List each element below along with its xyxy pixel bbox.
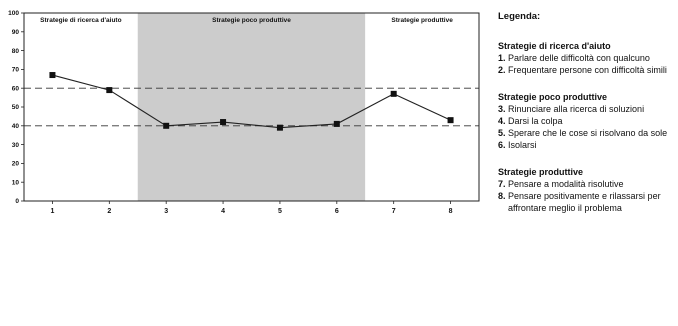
y-tick-label: 20	[12, 161, 20, 168]
series-line	[52, 74, 451, 129]
x-tick-label: 5	[278, 208, 282, 215]
legend-item-number: 5.	[498, 128, 506, 138]
data-point	[106, 87, 113, 94]
legend-group-help: Strategie di ricerca d'aiuto 1. Parlare …	[498, 40, 678, 76]
legend-item-number: 4.	[498, 116, 506, 126]
y-tick-label: 30	[12, 142, 20, 149]
y-tick-label: 10	[12, 179, 20, 186]
x-tick-label: 1	[50, 208, 54, 215]
legend-item: 3. Rinunciare alla ricerca di soluzioni	[498, 103, 678, 115]
legend-item-text: Pensare a modalità risolutive	[508, 179, 624, 189]
legend-item-text: Darsi la colpa	[508, 116, 563, 126]
legend: Legenda: Strategie di ricerca d'aiuto 1.…	[498, 0, 678, 214]
legend-group-unproductive: Strategie poco produttive 3. Rinunciare …	[498, 91, 678, 151]
legend-item-text: Parlare delle difficoltà con qualcuno	[508, 53, 650, 63]
data-point	[333, 120, 340, 127]
data-point	[49, 72, 56, 79]
legend-item: 2. Frequentare persone con difficoltà si…	[498, 64, 678, 76]
region-band	[24, 13, 138, 201]
legend-group-productive: Strategie produttive 7. Pensare a modali…	[498, 166, 678, 214]
y-tick-label: 100	[8, 10, 19, 17]
data-point	[220, 119, 227, 126]
legend-item-text: Pensare positivamente e rilassarsi per a…	[508, 191, 661, 213]
legend-item: 6. Isolarsi	[498, 139, 678, 151]
data-point	[163, 122, 170, 129]
legend-group-title: Strategie di ricerca d'aiuto	[498, 41, 611, 51]
y-tick-label: 60	[12, 85, 20, 92]
y-tick-label: 80	[12, 48, 20, 55]
region-label: Strategie di ricerca d'aiuto	[40, 17, 121, 24]
x-tick-label: 8	[449, 208, 453, 215]
data-point	[276, 124, 283, 131]
region-band	[137, 13, 366, 201]
legend-group-title: Strategie poco produttive	[498, 92, 608, 102]
y-tick-label: 90	[12, 29, 20, 36]
legend-item: 7. Pensare a modalità risolutive	[498, 178, 678, 190]
legend-group-title: Strategie produttive	[498, 167, 584, 177]
legend-item-number: 2.	[498, 65, 506, 75]
legend-item-number: 7.	[498, 179, 506, 189]
legend-item-text: Isolarsi	[508, 140, 537, 150]
legend-title: Legenda:	[498, 11, 541, 22]
legend-item-text: Sperare che le cose si risolvano da sole	[508, 128, 668, 138]
y-tick-label: 40	[12, 123, 20, 130]
x-tick-label: 4	[221, 208, 225, 215]
legend-item-number: 3.	[498, 104, 506, 114]
legend-item-number: 1.	[498, 53, 506, 63]
legend-item: 1. Parlare delle difficoltà con qualcuno	[498, 52, 678, 64]
region-label: Strategie poco produttive	[212, 17, 291, 24]
data-point	[447, 117, 454, 124]
legend-item: 8. Pensare positivamente e rilassarsi pe…	[498, 190, 678, 214]
y-tick-label: 50	[12, 104, 20, 111]
legend-item-number: 6.	[498, 140, 506, 150]
legend-item: 4. Darsi la colpa	[498, 115, 678, 127]
data-point	[390, 90, 397, 97]
region-label: Strategie produttive	[391, 17, 453, 24]
legend-item: 5. Sperare che le cose si risolvano da s…	[498, 127, 678, 139]
legend-item-text: Frequentare persone con difficoltà simil…	[508, 65, 667, 75]
legend-item-text: Rinunciare alla ricerca di soluzioni	[508, 104, 645, 114]
legend-item-number: 8.	[498, 191, 506, 201]
y-tick-label: 0	[15, 198, 19, 205]
x-tick-label: 6	[335, 208, 339, 215]
x-tick-label: 2	[107, 208, 111, 215]
x-tick-label: 3	[164, 208, 168, 215]
x-tick-label: 7	[392, 208, 396, 215]
y-tick-label: 70	[12, 67, 20, 74]
line-chart: Strategie di ricerca d'aiuto Strategie po…	[8, 10, 480, 215]
